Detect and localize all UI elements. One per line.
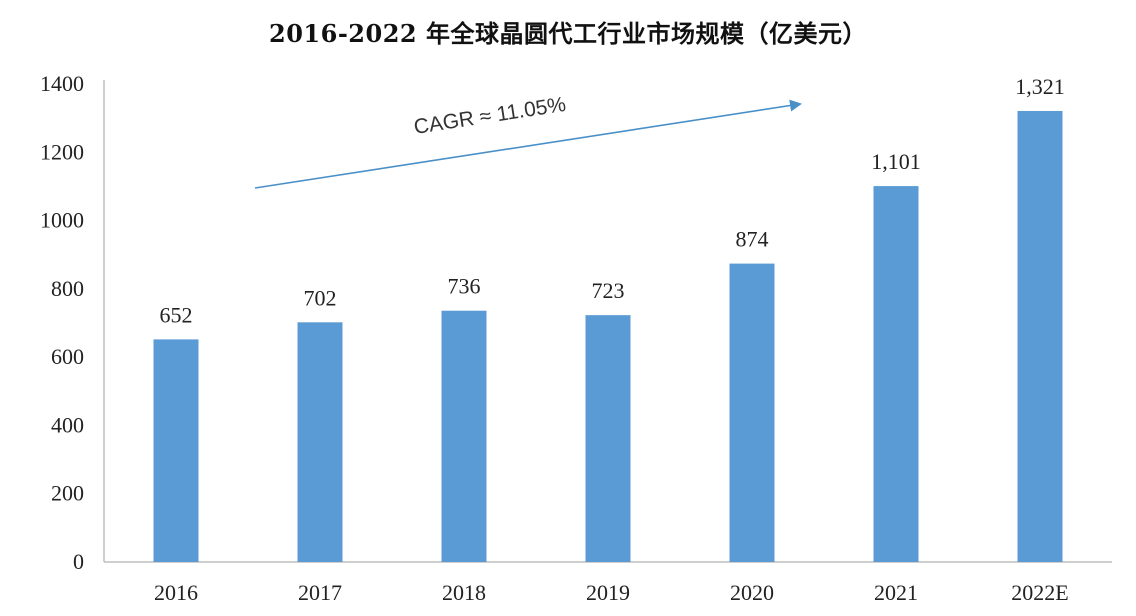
x-tick-label: 2017 xyxy=(298,580,342,605)
chart-title: 2016-2022 年全球晶圆代工行业市场规模（亿美元） xyxy=(269,19,867,48)
bar-2022E xyxy=(1017,110,1063,563)
bars xyxy=(153,110,1063,563)
x-tick-label: 2021 xyxy=(874,580,918,605)
y-tick-label: 1200 xyxy=(40,139,84,164)
bar-2018 xyxy=(441,310,487,562)
y-tick-label: 1000 xyxy=(40,208,84,233)
x-tick-label: 2020 xyxy=(730,580,774,605)
y-tick-label: 600 xyxy=(51,344,84,369)
data-label-2016: 652 xyxy=(160,302,193,327)
y-tick-label: 0 xyxy=(73,549,84,574)
cagr-annotation: CAGR ≈ 11.05% xyxy=(254,93,802,189)
data-label-2022E: 1,321 xyxy=(1015,74,1065,99)
bar-2016 xyxy=(153,339,199,562)
y-axis: 0 200 400 600 800 1000 1200 1400 xyxy=(40,71,105,574)
data-label-2017: 702 xyxy=(304,285,337,310)
data-label-2020: 874 xyxy=(736,227,769,252)
data-label-2018: 736 xyxy=(448,274,481,299)
bar-2017 xyxy=(297,322,343,562)
data-label-2021: 1,101 xyxy=(871,149,921,174)
x-tick-label: 2016 xyxy=(154,580,198,605)
data-labels: 652 702 736 723 874 1,101 1,321 xyxy=(160,74,1065,327)
bar-2021 xyxy=(873,186,919,562)
x-tick-label: 2018 xyxy=(442,580,486,605)
y-tick-label: 200 xyxy=(51,481,84,506)
bar-2020 xyxy=(729,263,775,562)
data-label-2019: 723 xyxy=(592,278,625,303)
y-tick-label: 800 xyxy=(51,276,84,301)
x-tick-label: 2019 xyxy=(586,580,630,605)
cagr-arrow xyxy=(254,99,802,189)
x-tick-label: 2022E xyxy=(1011,580,1068,605)
cagr-label: CAGR ≈ 11.05% xyxy=(412,93,567,139)
bar-2019 xyxy=(585,315,631,562)
x-axis: 2016 2017 2018 2019 2020 2021 2022E xyxy=(104,561,1112,605)
y-tick-label: 1400 xyxy=(40,71,84,96)
y-tick-label: 400 xyxy=(51,412,84,437)
